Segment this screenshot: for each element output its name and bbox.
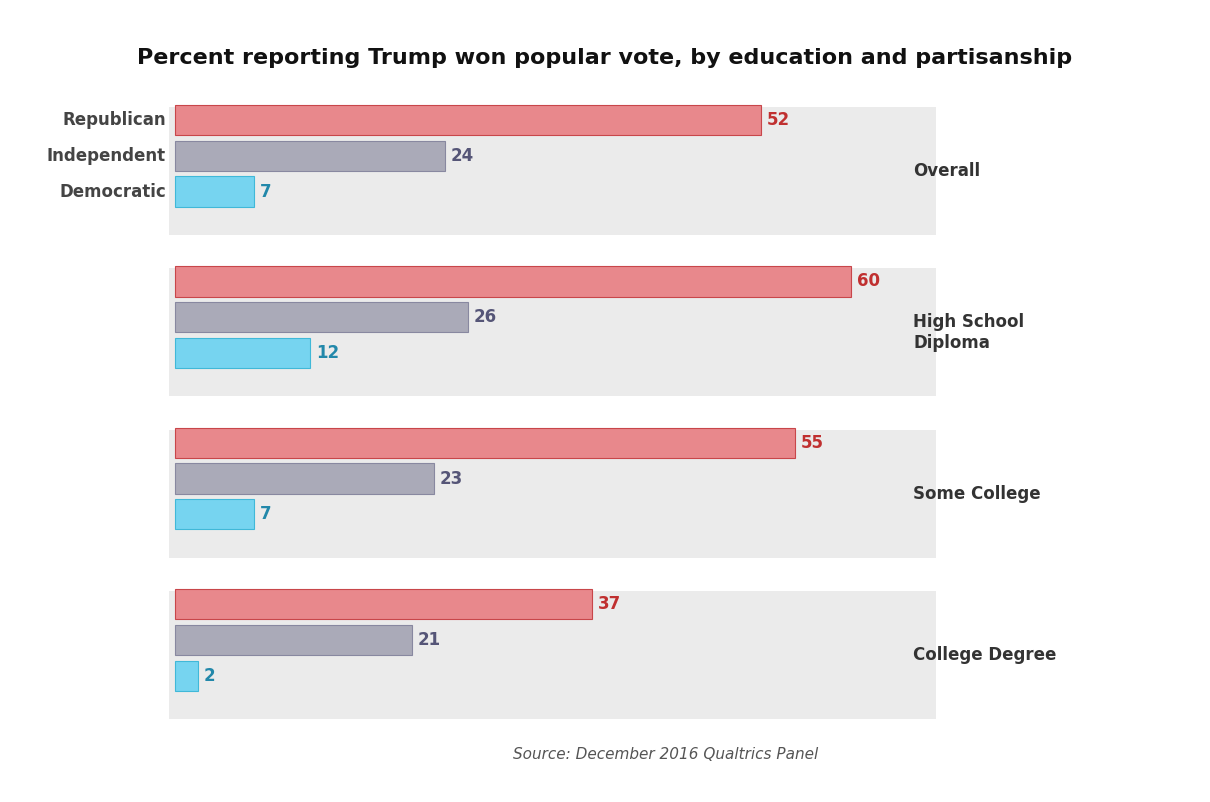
Text: 24: 24 [451, 147, 474, 164]
Text: College Degree: College Degree [914, 646, 1056, 664]
Text: Some College: Some College [914, 484, 1041, 503]
Bar [175, 427, 795, 458]
Text: 23: 23 [440, 469, 463, 488]
Text: Percent reporting Trump won popular vote, by education and partisanship: Percent reporting Trump won popular vote… [138, 48, 1072, 68]
Bar [175, 338, 310, 368]
Text: 37: 37 [598, 595, 621, 614]
Text: 55: 55 [801, 434, 824, 452]
Bar [175, 464, 434, 494]
Bar [175, 302, 468, 332]
Text: 12: 12 [316, 344, 339, 362]
Text: 26: 26 [473, 308, 497, 326]
Bar [175, 266, 851, 297]
Text: High School
Diploma: High School Diploma [914, 313, 1024, 352]
Bar [175, 589, 592, 619]
Bar [169, 591, 935, 719]
Bar [175, 661, 197, 691]
Text: 2: 2 [203, 666, 215, 685]
Bar [175, 499, 254, 529]
Text: Independent: Independent [47, 147, 166, 164]
Text: 52: 52 [767, 111, 790, 129]
Text: Republican: Republican [63, 111, 166, 129]
Text: Source: December 2016 Qualtrics Panel: Source: December 2016 Qualtrics Panel [513, 747, 818, 762]
Bar [175, 140, 445, 171]
Bar [169, 269, 935, 396]
Bar [175, 176, 254, 207]
Text: 7: 7 [260, 505, 271, 523]
Text: 7: 7 [260, 183, 271, 200]
Bar [175, 625, 411, 655]
Text: Overall: Overall [914, 162, 980, 180]
Bar [169, 107, 935, 235]
Text: Democratic: Democratic [59, 183, 166, 200]
Bar [175, 105, 761, 136]
Text: 60: 60 [857, 273, 880, 290]
Bar [169, 430, 935, 557]
Text: 21: 21 [417, 631, 440, 649]
